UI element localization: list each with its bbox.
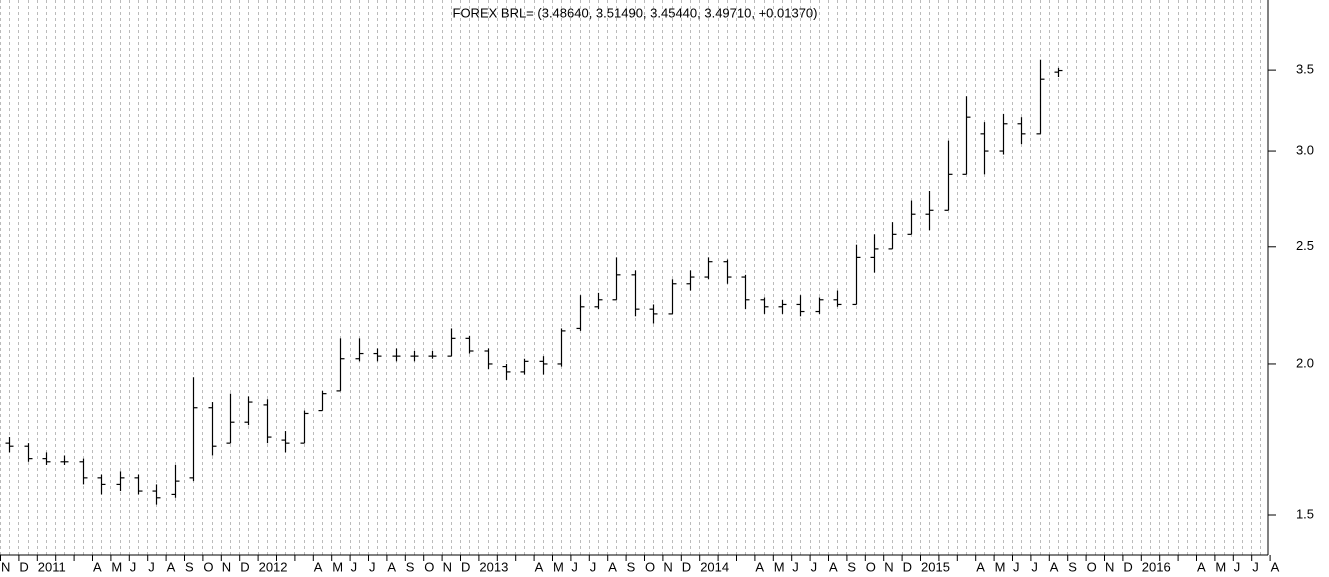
- x-tick-label: J: [130, 559, 137, 574]
- x-tick-label: O: [1087, 559, 1097, 574]
- x-tick-label: N: [1, 559, 10, 574]
- x-tick-label: 2011: [38, 559, 66, 574]
- x-tick-label: O: [645, 559, 655, 574]
- x-tick-label: J: [1013, 559, 1020, 574]
- x-tick-label: J: [590, 559, 597, 574]
- x-tick-label: N: [663, 559, 672, 574]
- x-tick-label: 2015: [921, 559, 950, 574]
- x-tick-label: O: [866, 559, 876, 574]
- x-tick-label: M: [995, 559, 1006, 574]
- x-tick-label: 2014: [700, 559, 729, 574]
- x-tick-label: O: [424, 559, 434, 574]
- x-tick-label: J: [1252, 559, 1259, 574]
- x-tick-label: M: [1215, 559, 1226, 574]
- y-tick-label: 2.0: [1296, 355, 1314, 370]
- x-tick-label: N: [1105, 559, 1114, 574]
- x-tick-label: J: [148, 559, 155, 574]
- x-tick-label: S: [847, 559, 856, 574]
- x-tick-label: M: [553, 559, 564, 574]
- x-tick-label: A: [1271, 559, 1280, 574]
- x-tick-label: M: [111, 559, 122, 574]
- x-tick-label: D: [1123, 559, 1132, 574]
- y-tick-label: 3.5: [1296, 62, 1314, 77]
- x-tick-label: 2016: [1142, 559, 1171, 574]
- x-tick-label: M: [332, 559, 343, 574]
- x-tick-label: A: [93, 559, 102, 574]
- x-tick-label: D: [240, 559, 249, 574]
- x-tick-label: M: [774, 559, 785, 574]
- x-tick-label: J: [571, 559, 578, 574]
- y-tick-label: 2.5: [1296, 238, 1314, 253]
- x-tick-label: A: [535, 559, 544, 574]
- x-tick-label: J: [351, 559, 358, 574]
- x-tick-label: N: [884, 559, 893, 574]
- x-tick-label: D: [19, 559, 28, 574]
- x-tick-label: J: [811, 559, 818, 574]
- x-tick-label: A: [829, 559, 838, 574]
- x-tick-label: J: [1234, 559, 1241, 574]
- grid: [0, 0, 1261, 555]
- x-tick-label: A: [1197, 559, 1206, 574]
- x-tick-label: O: [203, 559, 213, 574]
- x-tick-label: J: [792, 559, 799, 574]
- x-tick-label: N: [222, 559, 231, 574]
- x-tick-label: S: [406, 559, 415, 574]
- x-tick-label: 2013: [479, 559, 508, 574]
- x-tick-label: A: [387, 559, 396, 574]
- x-tick-label: 2012: [259, 559, 288, 574]
- x-tick-label: D: [682, 559, 691, 574]
- x-tick-label: A: [976, 559, 985, 574]
- x-tick-label: N: [443, 559, 452, 574]
- x-tick-label: S: [185, 559, 194, 574]
- x-tick-label: A: [608, 559, 617, 574]
- x-tick-label: D: [461, 559, 470, 574]
- x-tick-label: D: [903, 559, 912, 574]
- x-tick-label: A: [314, 559, 323, 574]
- x-tick-label: S: [627, 559, 636, 574]
- x-tick-label: A: [1050, 559, 1059, 574]
- x-tick-label: A: [167, 559, 176, 574]
- y-tick-label: 1.5: [1296, 506, 1314, 521]
- x-tick-label: S: [1068, 559, 1077, 574]
- chart-title: FOREX BRL= (3.48640, 3.51490, 3.45440, 3…: [453, 5, 818, 20]
- y-tick-label: 3.0: [1296, 142, 1314, 157]
- x-tick-label: J: [1031, 559, 1038, 574]
- x-tick-label: J: [369, 559, 376, 574]
- x-tick-label: A: [755, 559, 764, 574]
